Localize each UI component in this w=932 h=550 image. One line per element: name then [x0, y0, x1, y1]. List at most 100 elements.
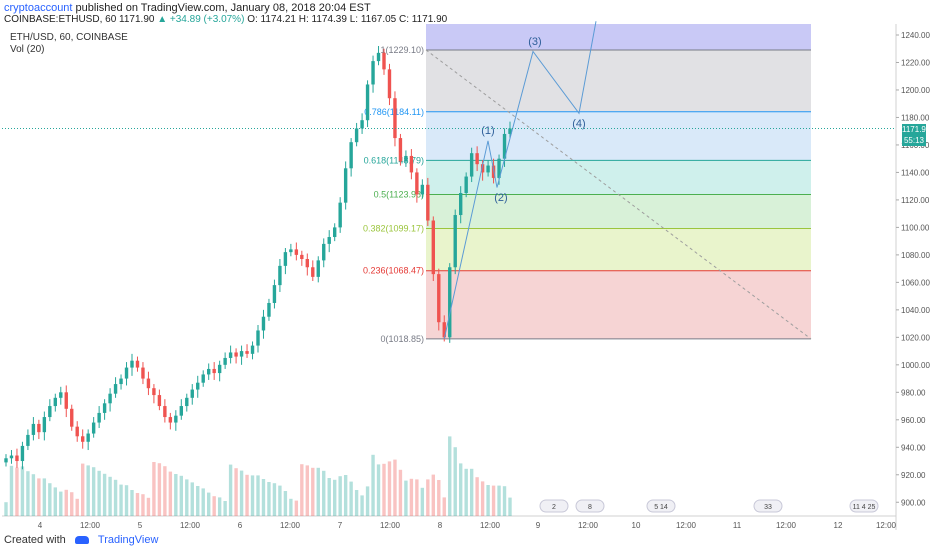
fib-level-label: 0.618(1148.79) — [364, 155, 424, 165]
volume-bar — [294, 500, 299, 516]
candle-body — [48, 406, 52, 418]
candle-body — [349, 142, 353, 169]
volume-bar — [431, 474, 436, 516]
candle-body — [469, 153, 474, 177]
candle-body — [437, 274, 441, 323]
candle-body — [502, 133, 507, 159]
candle-body — [206, 368, 211, 375]
author-name[interactable]: cryptoaccount — [4, 2, 73, 14]
footer: Created with TradingView — [4, 534, 158, 546]
candle-body — [327, 237, 331, 244]
candle-body — [371, 61, 375, 85]
series-label[interactable]: ETH/USD, 60, COINBASE — [10, 32, 128, 43]
candle-body — [15, 455, 19, 462]
volume-label[interactable]: Vol (20) — [10, 44, 45, 55]
candle-body — [332, 227, 337, 238]
volume-bar — [31, 474, 36, 516]
volume-bar — [174, 474, 178, 516]
fib-band-top — [426, 24, 811, 50]
event-badge-label: 5 14 — [654, 504, 668, 511]
volume-bar — [508, 497, 512, 516]
candle-body — [393, 98, 397, 139]
candle-body — [26, 434, 30, 446]
volume-bar — [113, 479, 118, 516]
volume-bar — [217, 497, 222, 516]
volume-bar — [338, 476, 342, 516]
candle-body — [278, 265, 282, 286]
candle-body — [409, 155, 414, 173]
candle-body — [508, 128, 512, 134]
candle-body — [283, 252, 288, 266]
symbol-label: COINBASE:ETHUSD, 60 — [4, 14, 117, 25]
candle-body — [130, 360, 134, 368]
volume-bar — [97, 470, 101, 516]
candle-body — [64, 392, 68, 409]
candle-body — [190, 389, 194, 398]
candle-body — [124, 367, 129, 379]
x-tick-label: 7 — [338, 521, 343, 530]
volume-bar — [15, 467, 19, 516]
candle-body — [42, 417, 47, 433]
x-tick-label: 12:00 — [578, 521, 599, 530]
volume-bar — [387, 461, 392, 516]
y-tick-label: 1180.00 — [901, 113, 930, 122]
candle-body — [108, 393, 112, 404]
wave-label: (4) — [572, 118, 585, 130]
volume-bar — [250, 475, 255, 516]
low-value: L: 1167.05 — [349, 14, 397, 25]
candle-body — [70, 408, 74, 427]
candle-body — [53, 397, 58, 407]
candle-body — [420, 184, 425, 195]
high-value: H: 1174.39 — [298, 14, 347, 25]
candle-body — [300, 254, 304, 260]
volume-bar — [464, 468, 468, 516]
candle-body — [426, 184, 430, 221]
y-tick-label: 1120.00 — [901, 196, 930, 205]
candle-body — [250, 345, 255, 354]
volume-bar — [497, 485, 501, 516]
candle-body — [305, 259, 310, 268]
candle-body — [20, 445, 25, 462]
volume-bar — [201, 488, 205, 516]
volume-bar — [327, 478, 331, 516]
volume-bar — [91, 467, 96, 516]
volume-bar — [404, 480, 408, 516]
y-tick-label: 1060.00 — [901, 278, 930, 287]
y-tick-label: 980.00 — [901, 388, 926, 397]
volume-bar — [415, 479, 419, 516]
candle-body — [316, 260, 320, 277]
candle-body — [365, 84, 370, 121]
volume-bar — [343, 475, 348, 516]
volume-bar — [316, 467, 320, 516]
event-badge-label: 2 — [552, 504, 556, 511]
x-tick-label: 12:00 — [676, 521, 697, 530]
volume-bar — [75, 498, 79, 516]
volume-bar — [469, 468, 474, 516]
volume-bar — [393, 459, 397, 516]
volume-bar — [365, 486, 370, 516]
volume-bar — [420, 487, 425, 516]
volume-bar — [196, 486, 200, 516]
candle-body — [91, 422, 96, 434]
event-badge — [575, 499, 605, 513]
volume-bar — [376, 464, 381, 516]
volume-bar — [48, 483, 52, 516]
fib-level-label: 0(1018.85) — [380, 334, 424, 344]
volume-bar — [179, 475, 184, 516]
volume-bar — [289, 498, 293, 516]
volume-bar — [305, 465, 310, 516]
volume-bar — [453, 447, 457, 516]
candle-body — [486, 165, 490, 173]
volume-bar — [168, 471, 173, 516]
candle-body — [168, 417, 173, 423]
x-tick-label: 12:00 — [480, 521, 501, 530]
volume-bar — [261, 479, 266, 516]
x-tick-label: 12:00 — [180, 521, 201, 530]
volume-bar — [382, 463, 386, 516]
tradingview-brand-link[interactable]: TradingView — [97, 534, 159, 546]
y-tick-label: 920.00 — [901, 471, 926, 480]
volume-bar — [491, 485, 496, 516]
candle-body — [234, 352, 238, 357]
candle-body — [59, 392, 63, 398]
